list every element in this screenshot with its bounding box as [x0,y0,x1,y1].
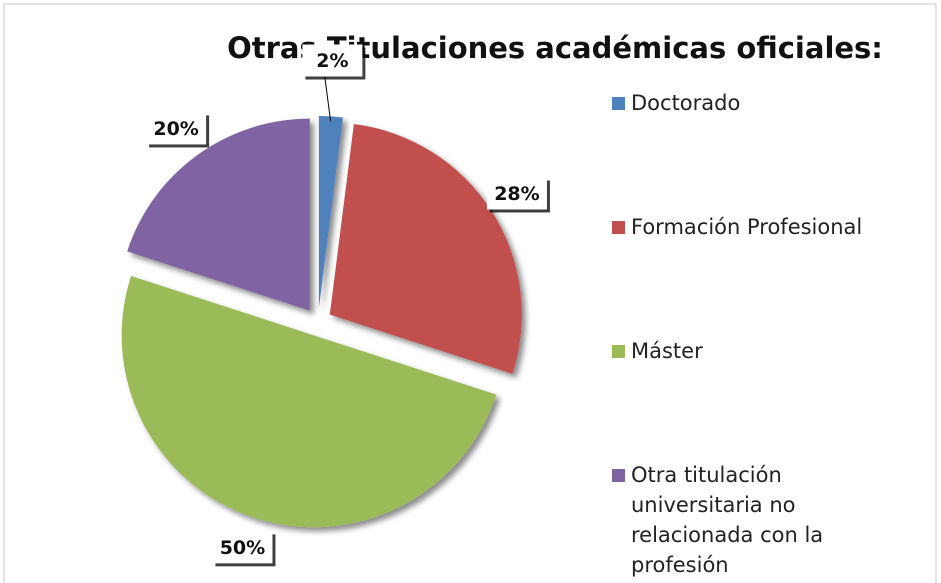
data-label: 28% [494,183,539,205]
label-box [302,44,363,77]
pie-slice [318,116,343,309]
legend-label: Doctorado [631,91,741,115]
legend-label: Formación Profesional [631,215,863,239]
legend-label: Otra titulación universitaria no relacio… [631,463,824,577]
data-label: 50% [220,537,265,559]
data-label: 2% [316,50,348,72]
leader-line [323,73,332,122]
label-box [486,177,547,210]
legend-item: Doctorado [612,88,932,118]
legend-swatch [612,97,625,110]
legend-item: Otra titulación universitaria no relacio… [612,460,832,580]
label-box [146,112,207,145]
legend-item: Formación Profesional [612,212,932,242]
legend-swatch [612,345,625,358]
pie-slice [121,275,497,528]
label-box [212,531,273,564]
data-label: 20% [153,118,198,140]
legend-item: Máster [612,336,932,366]
pie-slice [127,118,310,311]
pie-slice [329,124,522,374]
legend-swatch [612,221,625,234]
legend-label: Máster [631,339,703,363]
legend-swatch [612,469,625,482]
